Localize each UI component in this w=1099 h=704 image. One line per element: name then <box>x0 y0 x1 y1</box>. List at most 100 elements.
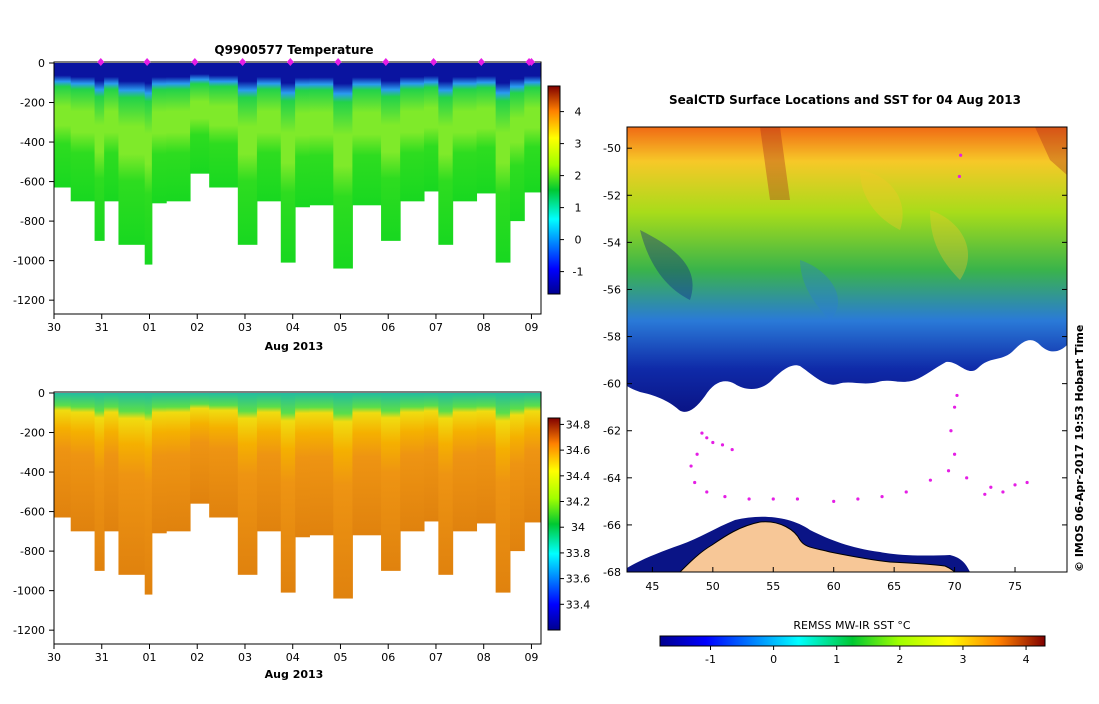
salinity-x-axis: 30 31 01 02 03 04 05 06 07 08 09 <box>47 644 538 664</box>
temperature-panel: Q9900577 Temperature 0 -200 -400 -600 -800 -1… <box>13 43 583 353</box>
sal-profile-column <box>495 392 511 593</box>
salinity-heatmap <box>54 392 541 599</box>
salinity-y-axis: 0 -200 -400 -600 -800 -1000 -1200 <box>13 387 54 637</box>
sal-profile-column <box>144 392 153 595</box>
antarctic-land <box>679 521 956 572</box>
sal-xtick-label: 08 <box>477 651 491 664</box>
map-ytick-label: -58 <box>603 331 621 344</box>
sst-texture <box>640 127 1067 320</box>
temp-profile-column <box>280 62 296 263</box>
temp-ytick-label: -400 <box>20 136 45 149</box>
sal-profile-column <box>352 392 382 536</box>
imos-annotation: © IMOS 06-Apr-2017 19:53 Hobart Time <box>1073 325 1086 572</box>
temperature-colorbar <box>547 85 561 295</box>
colorbar-tick-label: 34.6 <box>566 444 591 457</box>
sal-profile-column <box>509 392 525 552</box>
temp-profile-column <box>144 62 153 265</box>
sst-colorbar-tick-label: 1 <box>833 653 840 666</box>
sst-colorbar-tick-label: 2 <box>896 653 903 666</box>
sal-profile-column <box>209 392 239 518</box>
sal-profile-column <box>424 392 439 522</box>
temperature-surface-markers <box>97 58 535 66</box>
temp-ytick-label: -600 <box>20 176 45 189</box>
temperature-xlabel: Aug 2013 <box>265 340 324 353</box>
sal-ytick-label: -1200 <box>13 624 45 637</box>
colorbar-tick-label: 3 <box>575 138 582 151</box>
track-point <box>946 469 951 473</box>
temp-xtick-label: 03 <box>238 321 252 334</box>
sst-map-title: SealCTD Surface Locations and SST for 04… <box>669 93 1021 107</box>
track-point <box>928 478 933 482</box>
track-point <box>959 153 963 157</box>
sst-map-x-axis: 45 50 55 60 65 70 75 <box>645 567 1022 593</box>
sal-ytick-label: -200 <box>20 427 45 440</box>
map-xtick-label: 50 <box>706 580 720 593</box>
surface-marker <box>477 58 485 66</box>
sst-colorbar-tick-label: -1 <box>705 653 716 666</box>
salinity-colorbar <box>547 417 561 631</box>
sal-profile-column <box>524 392 541 523</box>
colorbar-tick-label: -1 <box>573 266 584 279</box>
sal-profile-column <box>118 392 146 575</box>
sal-profile-column <box>256 392 282 532</box>
surface-marker <box>239 58 247 66</box>
sal-profile-column <box>333 392 353 599</box>
surface-marker <box>527 58 535 66</box>
colorbar-tick-label: 33.8 <box>566 547 591 560</box>
surface-marker <box>286 58 294 66</box>
surface-marker <box>382 58 390 66</box>
track-point <box>952 452 957 456</box>
track-point <box>720 443 725 447</box>
sst-colorbar-tick-label: 3 <box>959 653 966 666</box>
temp-profile-column <box>400 62 425 202</box>
map-ytick-label: -64 <box>603 472 621 485</box>
surface-marker <box>191 58 199 66</box>
temp-profile-column <box>309 62 334 206</box>
colorbar-tick-label: 33.4 <box>566 598 591 611</box>
temp-profile-column <box>509 62 525 222</box>
temp-profile-column <box>495 62 511 263</box>
sal-xtick-label: 03 <box>238 651 252 664</box>
sst-map-y-axis: -50 -52 -54 -56 -58 -60 -62 -64 -66 -68 <box>603 142 1067 579</box>
sst-colorbar-tick-label: 4 <box>1023 653 1030 666</box>
salinity-panel: 0 -200 -400 -600 -800 -1000 -1200 30 31 01 02 03 04… <box>13 387 590 681</box>
temp-profile-column <box>295 62 310 208</box>
colorbar-tick-label: 34.2 <box>566 496 591 509</box>
sst-colorbar-ticks: -1 0 1 2 3 4 <box>705 646 1030 666</box>
surface-marker <box>97 58 105 66</box>
temp-profile-column <box>476 62 497 194</box>
track-point <box>957 174 962 179</box>
track-point <box>711 440 715 445</box>
temp-profile-column <box>118 62 146 245</box>
colorbar-tick-label: 34.8 <box>566 418 591 431</box>
colorbar-tick-label: 4 <box>575 106 582 119</box>
map-ytick-label: -52 <box>603 189 621 202</box>
temp-xtick-label: 01 <box>142 321 156 334</box>
temp-xtick-label: 07 <box>429 321 443 334</box>
sst-colorbar-tick-label: 0 <box>770 653 777 666</box>
sst-colorbar-label: REMSS MW-IR SST °C <box>793 619 911 632</box>
track-point <box>723 495 727 499</box>
track-point <box>955 393 959 398</box>
sal-profile-column <box>104 392 119 532</box>
map-xtick-label: 55 <box>766 580 780 593</box>
map-xtick-label: 45 <box>645 580 659 593</box>
map-ytick-label: -66 <box>603 519 621 532</box>
salinity-colorbar-ticks: 33.4 33.6 33.8 34 34.2 34.4 34.6 34.8 <box>560 418 590 611</box>
sst-field <box>627 127 1067 412</box>
surface-marker <box>143 58 151 66</box>
sal-xtick-label: 06 <box>381 651 395 664</box>
temperature-frame <box>53 61 542 315</box>
sal-ytick-label: -600 <box>20 506 45 519</box>
temperature-profiles <box>54 62 541 269</box>
map-ytick-label: -56 <box>603 283 621 296</box>
temp-xtick-label: 02 <box>190 321 204 334</box>
salinity-frame <box>53 391 542 645</box>
temperature-x-axis: 30 31 01 02 03 04 05 06 07 08 09 <box>47 314 538 334</box>
temp-profile-column <box>70 62 96 202</box>
sal-profile-column <box>381 392 401 571</box>
map-ytick-label: -68 <box>603 566 621 579</box>
sal-xtick-label: 07 <box>429 651 443 664</box>
temp-profile-column <box>237 62 258 245</box>
